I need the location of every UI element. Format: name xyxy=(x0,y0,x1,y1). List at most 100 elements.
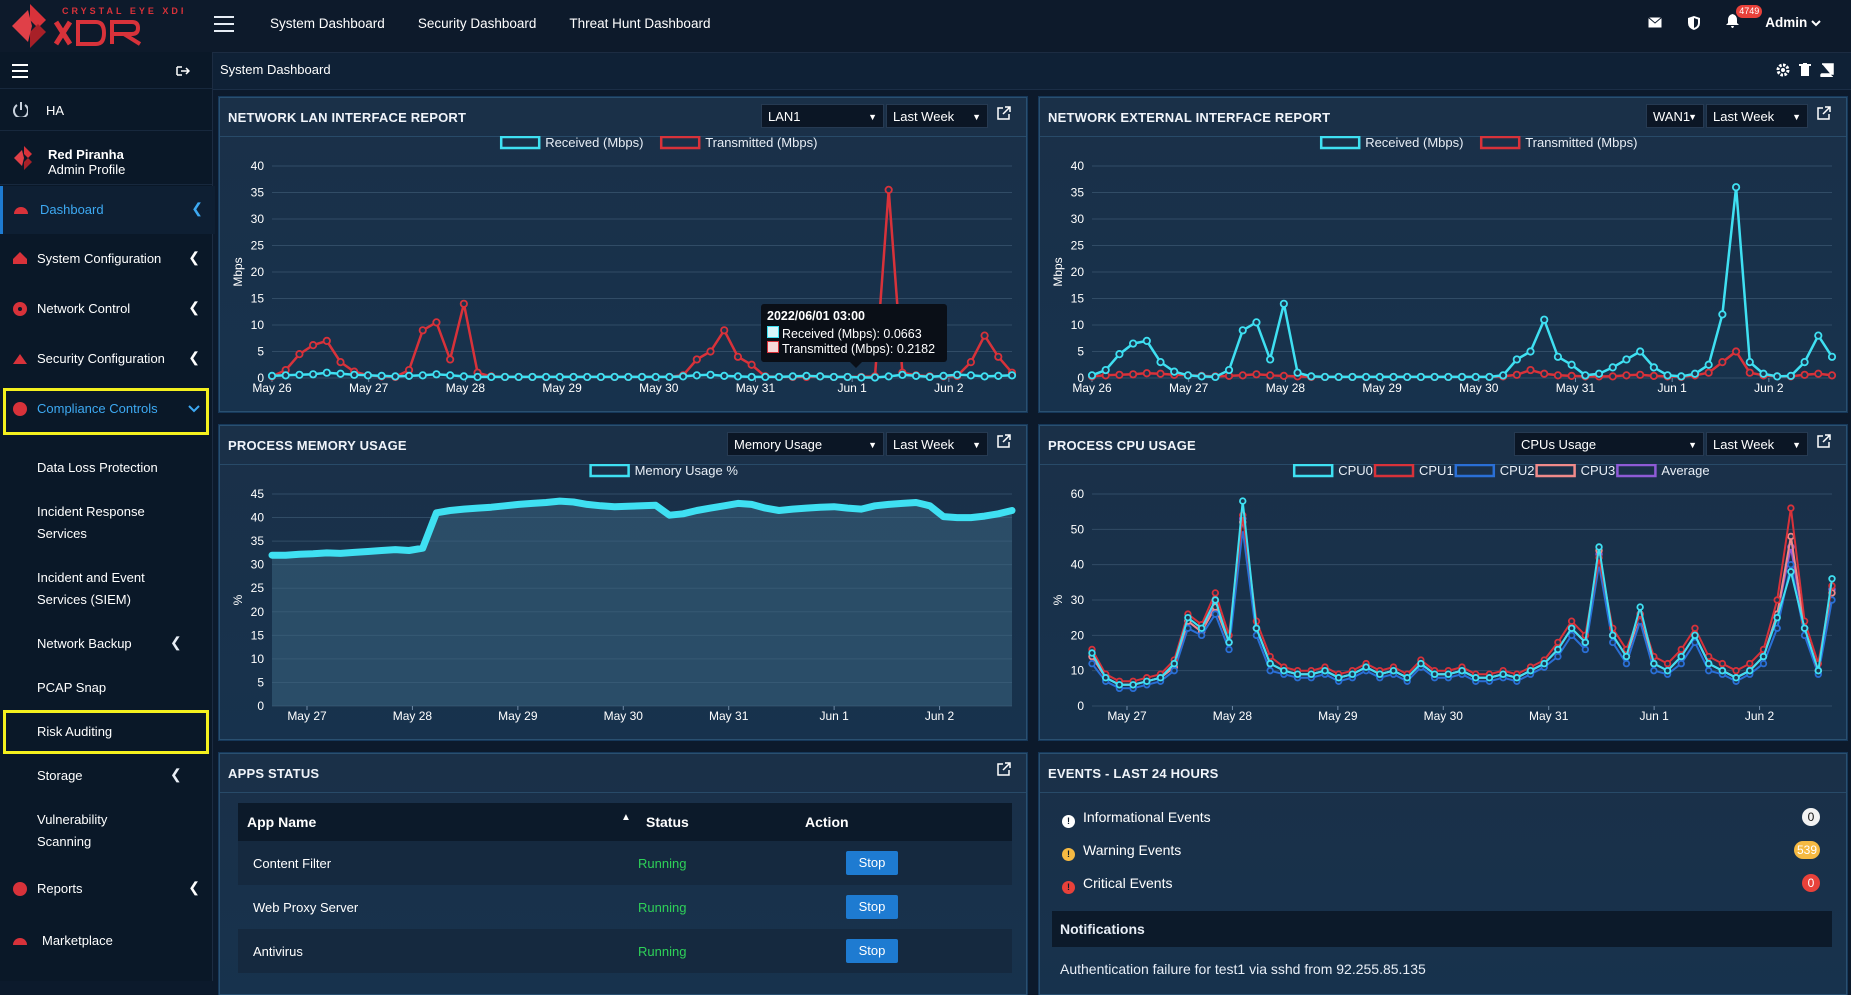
sort-up-icon[interactable]: ▲ xyxy=(621,812,631,823)
panel-title: PROCESS CPU USAGE xyxy=(1048,438,1196,453)
trash-icon[interactable] xyxy=(1799,63,1811,77)
data-point xyxy=(1129,681,1137,689)
notifications-header: Notifications xyxy=(1052,911,1832,947)
lan-range-select[interactable]: Last Week ▼ xyxy=(886,104,988,128)
book-icon[interactable] xyxy=(1820,63,1834,77)
data-point xyxy=(980,372,989,381)
stop-button[interactable]: Stop xyxy=(846,895,898,919)
sidebar-sub-storage[interactable]: Storage xyxy=(37,768,83,783)
nav-threat-hunt-dashboard[interactable]: Threat Hunt Dashboard xyxy=(569,16,711,31)
sidebar-sub-siem-services[interactable]: Services (SIEM) xyxy=(37,592,131,607)
sidebar-item-marketplace[interactable]: Marketplace xyxy=(0,918,212,966)
column-status[interactable]: Status xyxy=(646,814,689,830)
data-point xyxy=(459,299,468,308)
brand-text: CRYSTAL EYE XDR xyxy=(62,6,183,16)
sidebar-ha[interactable]: HA xyxy=(0,90,212,131)
external-link-icon[interactable] xyxy=(997,762,1011,776)
settings-gear-icon[interactable] xyxy=(1776,63,1790,77)
caret-down-icon: ▼ xyxy=(1792,440,1801,450)
data-point xyxy=(911,371,921,380)
lan-interface-select[interactable]: LAN1 ▼ xyxy=(761,104,884,128)
event-informational[interactable]: ! Informational Events xyxy=(1062,809,1211,828)
wan-interface-select[interactable]: WAN1 ▼ xyxy=(1646,104,1704,128)
data-point xyxy=(1554,652,1562,661)
legend-label: CPU2 xyxy=(1500,464,1535,478)
user-menu[interactable]: Admin xyxy=(1765,15,1821,30)
data-point xyxy=(1718,666,1727,675)
menu-toggle-icon[interactable] xyxy=(214,16,234,34)
nav-system-dashboard[interactable]: System Dashboard xyxy=(270,16,385,31)
shield-icon[interactable] xyxy=(1688,15,1701,30)
cpu-range-select[interactable]: Last Week ▼ xyxy=(1706,432,1808,456)
data-point xyxy=(720,326,729,335)
data-point xyxy=(473,372,482,382)
x-tick-label: Jun 1 xyxy=(1657,381,1687,395)
bell-icon[interactable] xyxy=(1726,14,1740,28)
sidebar-sub-vulnerability-scanning[interactable]: Scanning xyxy=(37,834,92,849)
data-point xyxy=(1444,372,1453,382)
sidebar-sub-network-backup[interactable]: Network Backup xyxy=(37,636,132,651)
data-point xyxy=(1416,372,1425,382)
cpu-usage-panel: PROCESS CPU USAGE CPUs Usage ▼ Last Week ▼… xyxy=(1039,425,1847,740)
notifications[interactable]: 4749 xyxy=(1726,5,1763,31)
legend-swatch xyxy=(589,464,630,478)
sidebar-sub-siem[interactable]: Incident and Event xyxy=(37,570,145,585)
sidebar-item-label: System Configuration xyxy=(37,251,162,266)
y-tick-label: 35 xyxy=(1071,186,1085,200)
sidebar-item-dashboard[interactable]: Dashboard ❮ xyxy=(0,186,215,234)
admin-profile[interactable]: Red Piranha Admin Profile xyxy=(0,132,212,185)
sidebar-sub-pcap-snap[interactable]: PCAP Snap xyxy=(37,680,107,695)
data-point xyxy=(446,355,455,364)
sidebar-menu-icon[interactable] xyxy=(12,64,28,78)
series-line xyxy=(1091,187,1834,379)
data-point xyxy=(1704,659,1713,668)
data-point xyxy=(1513,674,1521,682)
sidebar-sub-incident-response-services[interactable]: Services xyxy=(37,526,87,541)
data-point xyxy=(1663,371,1672,380)
external-link-icon[interactable] xyxy=(997,106,1011,120)
y-tick-label: 5 xyxy=(1077,345,1084,359)
cpu-metric-select[interactable]: CPUs Usage ▼ xyxy=(1514,432,1704,456)
data-point xyxy=(1252,318,1261,327)
data-point xyxy=(1211,372,1220,382)
data-point xyxy=(788,372,797,381)
data-point xyxy=(1499,670,1507,678)
data-point xyxy=(1444,670,1452,678)
legend-label: Transmitted (Mbps) xyxy=(1525,136,1637,150)
stop-button[interactable]: Stop xyxy=(846,939,898,963)
column-action[interactable]: Action xyxy=(805,814,849,830)
sidebar-sub-incident-response[interactable]: Incident Response xyxy=(37,504,145,519)
data-point xyxy=(1239,497,1247,505)
data-point xyxy=(1197,624,1206,632)
sidebar-item-security-configuration[interactable]: Security Configuration ❮ xyxy=(0,336,212,384)
series-line xyxy=(1091,500,1833,686)
nav-security-dashboard[interactable]: Security Dashboard xyxy=(417,16,537,31)
sidebar-item-compliance-controls[interactable]: Compliance Controls xyxy=(0,386,212,434)
wan-range-select[interactable]: Last Week ▼ xyxy=(1706,104,1808,128)
data-point xyxy=(1677,659,1685,668)
memory-metric-select[interactable]: Memory Usage ▼ xyxy=(727,432,884,456)
x-tick-label: May 28 xyxy=(446,381,486,395)
sidebar-item-reports[interactable]: Reports ❮ xyxy=(0,866,212,914)
notification-item[interactable]: Authentication failure for test1 via ssh… xyxy=(1060,961,1426,977)
external-link-icon[interactable] xyxy=(1817,106,1831,120)
sidebar-item-network-control[interactable]: Network Control ❮ xyxy=(0,286,212,334)
sidebar-sub-risk-auditing[interactable]: Risk Auditing xyxy=(37,724,113,739)
data-point xyxy=(1567,617,1576,625)
event-critical[interactable]: ! Critical Events xyxy=(1062,875,1172,894)
external-link-icon[interactable] xyxy=(997,434,1011,448)
column-app-name[interactable]: App Name xyxy=(247,814,317,830)
external-link-icon[interactable] xyxy=(1817,434,1831,448)
stop-button[interactable]: Stop xyxy=(846,851,898,875)
data-point xyxy=(1540,659,1548,668)
sidebar-sub-vulnerability[interactable]: Vulnerability xyxy=(37,812,108,827)
mail-icon[interactable] xyxy=(1648,17,1663,28)
sidebar-sub-data-loss-protection[interactable]: Data Loss Protection xyxy=(37,460,158,475)
crystal-eye-logo[interactable]: CRYSTAL EYE XDR xyxy=(8,0,183,52)
sidebar-item-system-configuration[interactable]: System Configuration ❮ xyxy=(0,236,212,284)
sign-out-icon[interactable] xyxy=(176,65,190,77)
memory-range-value: Last Week xyxy=(893,437,955,452)
event-warning[interactable]: ! Warning Events xyxy=(1062,842,1181,861)
memory-range-select[interactable]: Last Week ▼ xyxy=(886,432,988,456)
data-point xyxy=(377,371,386,380)
